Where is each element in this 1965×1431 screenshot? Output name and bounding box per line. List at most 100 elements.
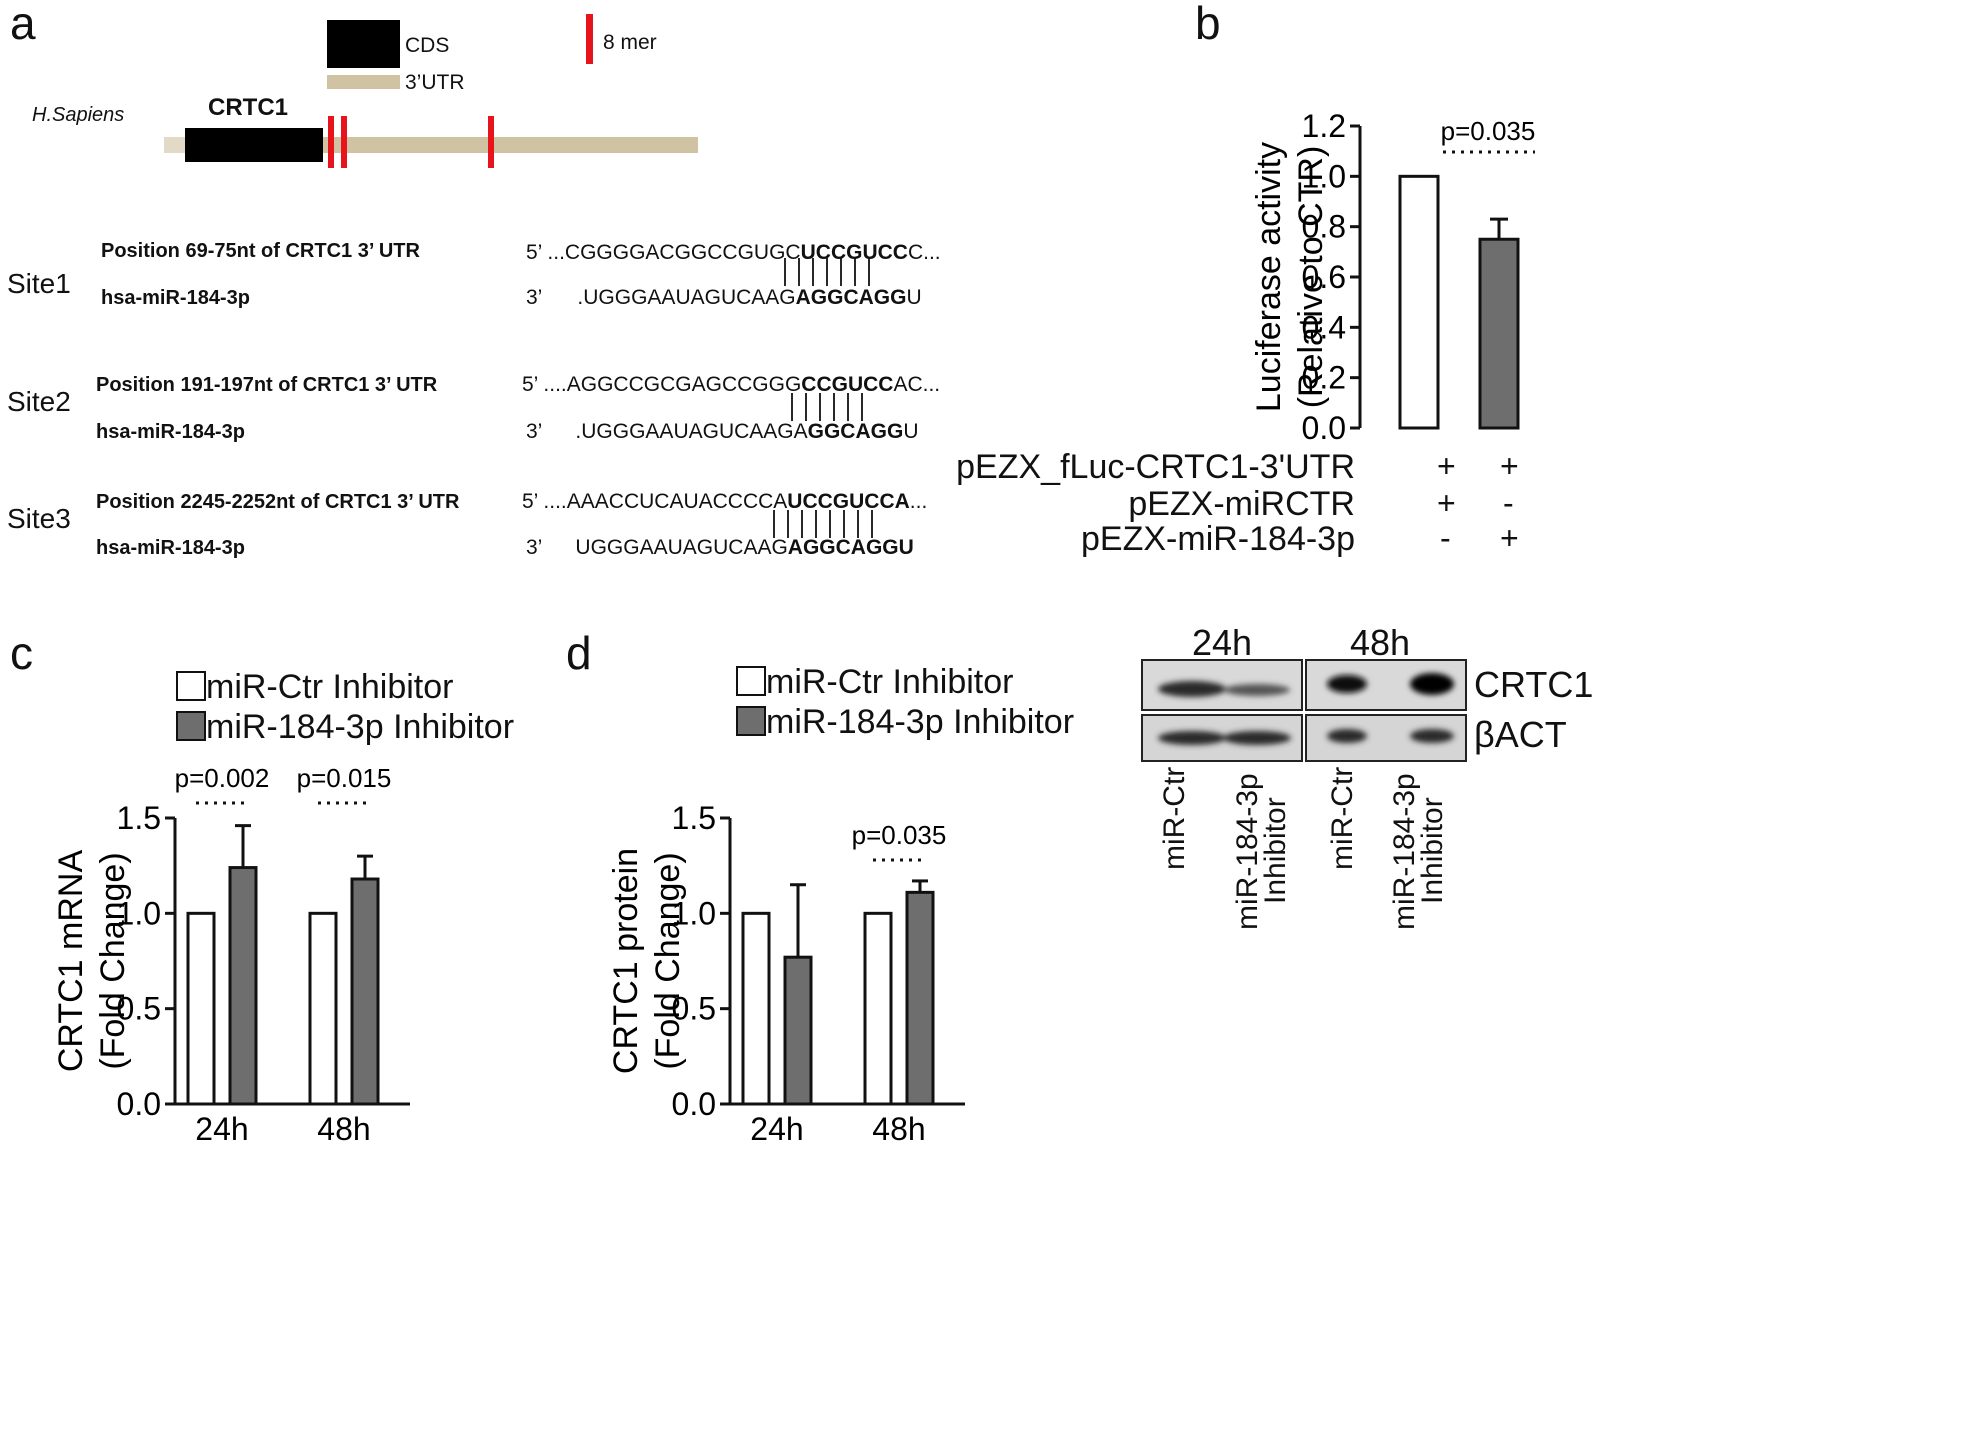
seq-pre: ....AAACCUCAUACCCCA [543, 490, 788, 513]
condition-value-3b: + [1500, 520, 1519, 556]
panel-d-label: d [566, 627, 592, 679]
panel-c-legend: miR-Ctr Inhibitor miR-184-3p Inhibitor [176, 668, 514, 748]
condition-label-2: pEZX-miRCTR [1128, 485, 1355, 523]
site1-mirna: hsa-miR-184-3p [101, 287, 250, 309]
cds-legend-label: CDS [405, 34, 450, 57]
seq-pre: UGGGAAUAGUCAAG [575, 536, 788, 559]
gene-schematic [164, 14, 698, 168]
seq-post: ... [909, 490, 928, 513]
band-crtc1-lane3 [1327, 675, 1367, 693]
y-tick-label: 0.4 [1302, 309, 1346, 345]
seq-seed: UCCGUCCA [787, 490, 910, 513]
band-crtc1-lane4 [1410, 673, 1454, 695]
blot-time-48h: 48h [1350, 622, 1411, 663]
band-bact-lane1 [1158, 731, 1226, 745]
blot-lane-1: miR-Ctr [1158, 767, 1210, 930]
gene-label: CRTC1 [208, 94, 289, 121]
site3-top-seq: 5’ ....AAACCUCAUACCCCAUCCGUCCA... [522, 490, 927, 514]
condition-value-1b: + [1500, 448, 1519, 484]
site-mark-2 [341, 116, 347, 168]
site-mark-1 [328, 116, 334, 168]
y-tick-label: 1.5 [672, 800, 716, 836]
y-tick-label: 0.0 [672, 1086, 716, 1122]
legend-label-ctr: miR-Ctr Inhibitor [766, 663, 1014, 701]
panel-b-label: b [1195, 0, 1221, 49]
blot-lane-3: miR-Ctr [1326, 767, 1370, 930]
legend-item-ctr: miR-Ctr Inhibitor [736, 663, 1074, 703]
x-tick-label: 24h [750, 1111, 803, 1147]
legend-item-mir: miR-184-3p Inhibitor [736, 703, 1074, 743]
bar [350, 877, 380, 1106]
utr-track [300, 137, 698, 153]
site1-position: Position 69-75nt of CRTC1 3’ UTR [101, 240, 420, 262]
legend-item-ctr: miR-Ctr Inhibitor [176, 668, 514, 708]
panel-a-label: a [10, 0, 36, 49]
bar [228, 866, 258, 1106]
seq-post: C... [907, 241, 941, 264]
prime: 5’ [526, 241, 542, 264]
y-tick-label: 1.2 [1302, 108, 1346, 144]
x-tick-label: 48h [317, 1111, 370, 1147]
seq-pre: .UGGGAAUAGUCAAG [577, 286, 796, 309]
luciferase-chart: 0.0 0.2 0.4 0.6 0.8 1.0 1.2 p=0.035 Luciferase a… [1250, 108, 1536, 446]
bar [741, 911, 771, 1106]
site1-label: Site1 [7, 268, 71, 299]
seq-post: U [903, 420, 919, 443]
legend-label-mir: miR-184-3p Inhibitor [206, 708, 515, 746]
y-axis-label: Luciferase activity [1250, 142, 1288, 412]
site-mark-3 [488, 116, 494, 168]
condition-value-1a: + [1437, 448, 1456, 484]
lane-label-2: Inhibitor [1416, 797, 1449, 904]
mrna-chart: 0.0 0.5 1.0 1.5 24h p=0.002 48h p=0.015 CRTC1 mR… [52, 763, 410, 1147]
utr-legend-bar [327, 75, 400, 89]
legend-label-ctr: miR-Ctr Inhibitor [206, 668, 454, 706]
condition-value-2b: - [1503, 485, 1514, 521]
bar [186, 911, 216, 1106]
legend-swatch-ctr [176, 671, 206, 701]
seq-seed: CCGUCC [801, 373, 894, 396]
y-axis-label: CRTC1 mRNA [52, 850, 90, 1073]
lane-label-2: Inhibitor [1259, 797, 1292, 904]
y-axis-label-2: (Relative to CTR) [1292, 146, 1330, 409]
lane-label: miR-Ctr [1158, 766, 1191, 870]
y-axis-label: CRTC1 protein [607, 848, 645, 1074]
mer-legend-label: 8 mer [603, 31, 657, 54]
seq-post: U [906, 286, 922, 309]
site3-mirna: hsa-miR-184-3p [96, 537, 245, 559]
condition-table: pEZX_fLuc-CRTC1-3'UTR + + pEZX-miRCTR + … [950, 448, 1570, 558]
condition-label-3: pEZX-miR-184-3p [1081, 520, 1355, 558]
prime: 5’ [522, 490, 538, 513]
x-tick-label: 48h [872, 1111, 925, 1147]
band-crtc1-lane2 [1224, 684, 1290, 696]
y-tick-label: 1.0 [672, 895, 716, 931]
legend-item-mir: miR-184-3p Inhibitor [176, 708, 514, 748]
condition-value-2a: + [1437, 485, 1456, 521]
p-value: p=0.035 [1441, 116, 1536, 146]
band-bact-lane4 [1410, 729, 1454, 743]
y-tick-label: 0.8 [1302, 209, 1346, 245]
condition-label-1: pEZX_fLuc-CRTC1-3'UTR [956, 448, 1355, 486]
utr-legend-label: 3’UTR [405, 71, 465, 94]
band-crtc1-lane1 [1158, 681, 1226, 697]
cds-legend-box [327, 20, 400, 68]
cds-block [185, 128, 323, 162]
bar [308, 911, 338, 1106]
y-tick-label: 1.0 [117, 895, 161, 931]
blot-band-crtc1: CRTC1 [1474, 664, 1594, 705]
species-label: H.Sapiens [32, 104, 125, 126]
site3-position: Position 2245-2252nt of CRTC1 3’ UTR [96, 491, 460, 513]
site2-label: Site2 [7, 386, 71, 417]
blot-band-bact: βACT [1474, 714, 1567, 755]
band-bact-lane3 [1327, 729, 1367, 743]
bar [905, 890, 935, 1106]
x-tick-label: 24h [195, 1111, 248, 1147]
p-value: p=0.015 [297, 763, 392, 793]
y-tick-label: 1.0 [1302, 158, 1346, 194]
mer-legend-mark [586, 14, 593, 64]
site1-bottom-seq: 3’ .UGGGAAUAGUCAAGAGGCAGGU [526, 286, 922, 310]
site2-top-seq: 5’ ....AGGCCGCGAGCCGGGCCGUCCAC... [522, 373, 940, 397]
y-tick-label: 0.0 [1302, 410, 1346, 446]
y-axis-label-2: (Fold Change) [649, 852, 687, 1069]
condition-value-3a: - [1440, 520, 1451, 556]
site2-position: Position 191-197nt of CRTC1 3’ UTR [96, 374, 438, 396]
